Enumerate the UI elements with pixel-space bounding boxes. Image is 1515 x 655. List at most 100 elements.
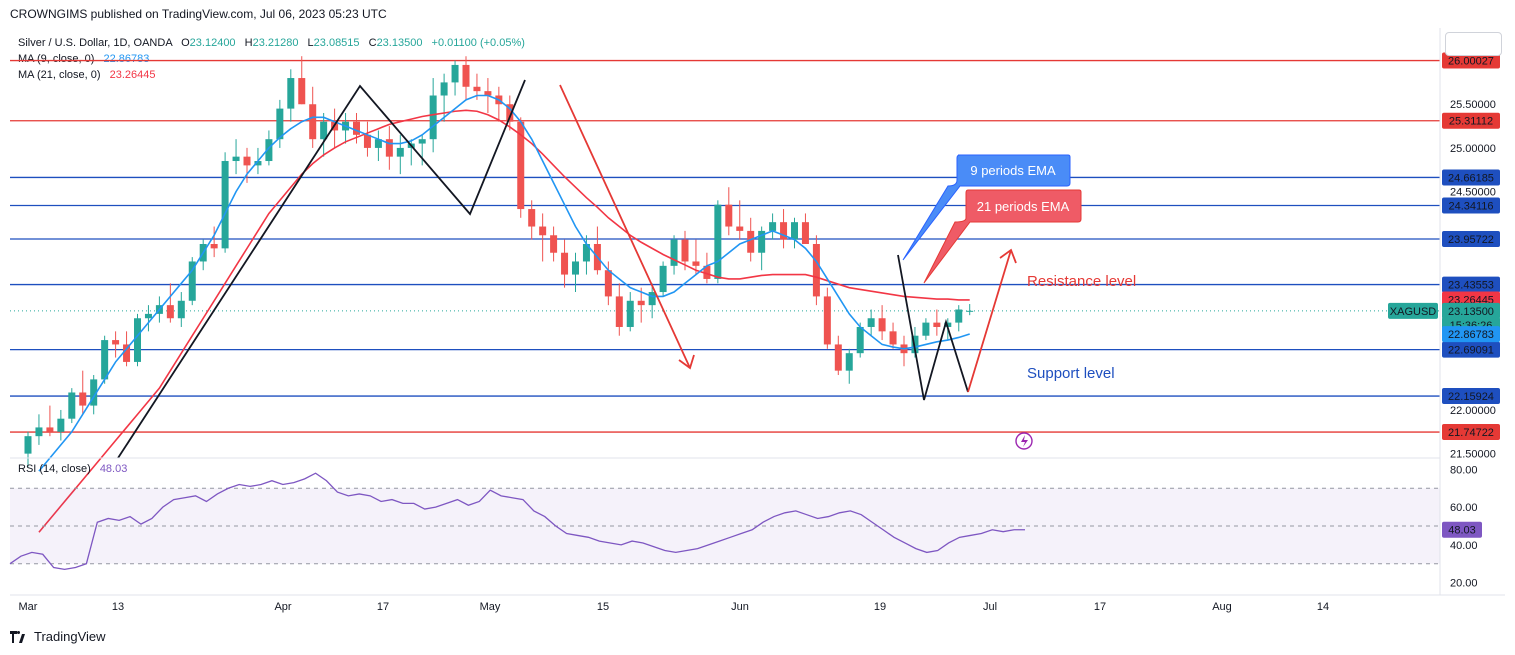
candle-body: [637, 300, 645, 306]
level-badge: [1442, 388, 1500, 405]
candle-body: [801, 222, 809, 244]
level-badge: [1442, 424, 1500, 441]
candle-body: [517, 121, 525, 210]
tradingview-logo-icon: [10, 630, 25, 643]
candle-body: [24, 436, 32, 454]
level-label: 25.31112: [1449, 116, 1493, 128]
price-badges: 26.00027 25.31112 24.66185 24.34116 23.95722…: [1388, 52, 1500, 538]
low-label: L: [307, 37, 314, 49]
ma21-line: [38, 109, 970, 533]
rsi-value: 48.03: [99, 463, 128, 475]
chart-legend: Silver / U.S. Dollar, 1D, OANDA O23.1240…: [18, 35, 525, 83]
red-arrowhead-icon: [999, 248, 1017, 264]
ma9-row[interactable]: MA (9, close, 0) 22.86783: [18, 51, 525, 67]
ma21-row[interactable]: MA (21, close, 0) 23.26445: [18, 67, 525, 83]
open-value: 23.12400: [189, 37, 236, 49]
rsi-tick-label: 20.00: [1450, 578, 1478, 590]
close-value: 23.13500: [376, 37, 423, 49]
candle-body: [966, 310, 974, 312]
candles: [24, 56, 974, 467]
price-tick-label: 25.50000: [1450, 99, 1496, 111]
symbol-badge-label: XAGUSD: [1390, 306, 1437, 318]
chart-menu-button[interactable]: [1445, 32, 1502, 56]
candle-body: [188, 261, 196, 301]
red-rise-arrow: [967, 249, 1012, 393]
high-label: H: [244, 37, 253, 49]
time-tick-label: 17: [1094, 601, 1106, 613]
publish-header: CROWNGIMS published on TradingView.com, …: [10, 7, 387, 21]
candle-body: [243, 156, 251, 166]
candle-body: [309, 104, 317, 140]
rsi-tick-label: 60.00: [1450, 502, 1478, 514]
brand-text: TradingView: [34, 629, 106, 644]
level-badge: [1442, 276, 1500, 293]
rsi-label: RSI (14, close): [18, 463, 91, 475]
rsi-line: [9, 472, 1026, 571]
rsi-pane: [9, 472, 1440, 571]
candle-body: [922, 322, 930, 336]
candle-body: [265, 139, 273, 162]
high-value: 23.21280: [252, 37, 299, 49]
level-badge: [1442, 169, 1500, 186]
axes: 25.50000 25.00000 24.50000 22.00000 21.50000…: [10, 28, 1505, 613]
candle-body: [812, 244, 820, 297]
candle-body: [758, 230, 766, 253]
red-decline-arrow: [559, 84, 691, 369]
open-label: O: [181, 37, 190, 49]
candle-body: [582, 244, 590, 262]
candle-body: [681, 239, 689, 262]
price-badge-label: 23.13500: [1448, 306, 1494, 318]
candle-body: [692, 261, 700, 266]
rsi-badge: [1442, 521, 1482, 538]
support-level-label: Support level: [1027, 365, 1115, 382]
horizontal-levels: [10, 59, 1440, 433]
ema9-callout: [902, 154, 1071, 261]
analysis-drawings: 9 periods EMA 21 periods EMA Resistance le…: [117, 79, 1136, 459]
candle-body: [166, 305, 174, 319]
low-value: 23.08515: [313, 37, 360, 49]
level-badge: [1442, 112, 1500, 129]
candle-body: [473, 86, 481, 92]
level-badge: [1442, 341, 1500, 358]
candle-body: [462, 64, 470, 87]
symbol-name: Silver / U.S. Dollar, 1D, OANDA: [18, 37, 173, 49]
price-tick-label: 25.00000: [1450, 143, 1496, 155]
level-badge: [1442, 231, 1500, 248]
candle-body: [429, 95, 437, 140]
candle-body: [451, 64, 459, 83]
candle-body: [363, 134, 371, 148]
candle-body: [440, 82, 448, 96]
candle-body: [867, 318, 875, 327]
candle-body: [769, 222, 777, 231]
candle-body: [670, 239, 678, 266]
candle-body: [506, 104, 514, 122]
price-tick-label: 22.00000: [1450, 405, 1496, 417]
candle-body: [35, 427, 43, 437]
change-value: +0.01100 (+0.05%): [431, 37, 525, 49]
candle-body: [823, 296, 831, 345]
candle-body: [144, 313, 152, 319]
price-tick-label: 21.50000: [1450, 449, 1496, 461]
candle-body: [276, 108, 284, 140]
level-label: 22.69091: [1448, 345, 1494, 357]
close-label: C: [368, 37, 377, 49]
candle-body: [834, 344, 842, 371]
candle-body: [101, 340, 109, 380]
symbol-row: Silver / U.S. Dollar, 1D, OANDA O23.1240…: [18, 35, 525, 51]
candle-body: [539, 226, 547, 236]
lightning-bolt-icon: [1021, 435, 1028, 447]
price-tick-label: 24.50000: [1450, 187, 1496, 199]
time-tick-label: May: [480, 601, 501, 613]
candle-body: [933, 322, 941, 327]
candle-body: [725, 204, 733, 227]
level-badge: [1442, 52, 1500, 69]
candle-body: [353, 121, 360, 135]
price-badge: [1442, 302, 1500, 319]
candle-body: [550, 235, 558, 253]
double-bottom-line: [897, 254, 969, 401]
level-label: 23.95722: [1448, 234, 1494, 246]
candle-body: [484, 91, 492, 96]
level-label: 24.66185: [1448, 172, 1494, 184]
candle-body: [90, 379, 98, 406]
